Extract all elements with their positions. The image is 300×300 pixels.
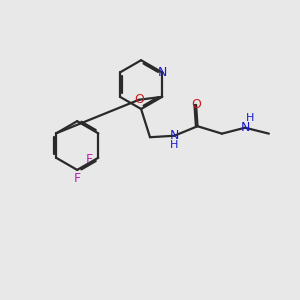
Text: O: O [191, 98, 201, 111]
Text: H: H [245, 113, 254, 123]
Text: N: N [170, 129, 179, 142]
Text: N: N [158, 66, 167, 79]
Text: O: O [134, 93, 144, 106]
Text: H: H [170, 140, 178, 150]
Text: N: N [240, 121, 250, 134]
Text: F: F [74, 172, 81, 185]
Text: F: F [86, 153, 93, 166]
